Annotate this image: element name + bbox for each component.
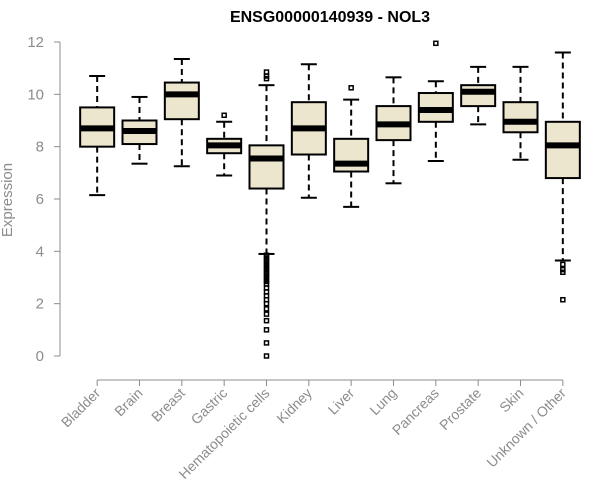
outlier-point xyxy=(263,353,270,359)
y-axis: 0 2 4 6 8 10 12 xyxy=(27,34,61,365)
box-iqr xyxy=(460,84,497,108)
x-tick-label: Skin xyxy=(496,385,527,416)
y-tick-label: 4 xyxy=(36,243,44,260)
x-tick-label: Pancreas xyxy=(389,385,442,438)
outlier-point xyxy=(263,340,270,346)
outlier-point xyxy=(263,306,270,312)
x-tick-label: Bladder xyxy=(58,385,104,431)
box-iqr xyxy=(248,144,285,190)
outlier-point xyxy=(263,327,270,333)
y-tick-label: 8 xyxy=(36,139,44,156)
box-bladder xyxy=(79,75,116,197)
box-kidney xyxy=(290,63,327,199)
box-prostate xyxy=(460,65,497,126)
x-tick-label: Brain xyxy=(111,385,145,419)
box-breast xyxy=(163,58,200,168)
outlier-point xyxy=(348,85,354,91)
box-skin xyxy=(502,65,539,161)
box-hematopoietic-cells xyxy=(248,69,285,359)
outlier-point xyxy=(433,40,439,47)
box-pancreas xyxy=(417,40,454,163)
y-tick-label: 6 xyxy=(36,191,44,208)
outlier-point xyxy=(560,296,566,303)
x-tick-label: Lung xyxy=(366,385,399,418)
y-tick-label: 12 xyxy=(27,34,44,51)
outlier-point xyxy=(560,269,566,276)
outlier-point xyxy=(221,112,227,119)
x-tick-label: Prostate xyxy=(436,385,484,433)
x-tick-label: Kidney xyxy=(273,385,315,427)
x-tick-label: Breast xyxy=(148,385,188,425)
outlier-point xyxy=(263,317,270,324)
box-unknown-other xyxy=(544,51,581,303)
y-tick-label: 0 xyxy=(36,348,44,365)
outlier-point xyxy=(263,300,270,307)
box-iqr xyxy=(163,81,200,121)
outlier-point xyxy=(263,69,270,75)
y-axis-label: Expression xyxy=(0,163,16,237)
x-tick-label: Liver xyxy=(325,385,358,418)
chart-title: ENSG00000140939 - NOL3 xyxy=(230,9,430,26)
box-brain xyxy=(121,95,158,165)
outlier-point xyxy=(263,311,270,317)
box-gastric xyxy=(206,112,243,177)
x-tick-label: Unknown / Other xyxy=(483,385,569,471)
box-liver xyxy=(333,85,370,208)
outlier-point xyxy=(560,261,566,268)
y-tick-label: 2 xyxy=(36,296,44,313)
boxes xyxy=(79,40,581,359)
y-tick-label: 10 xyxy=(27,86,44,103)
box-iqr xyxy=(544,120,581,180)
box-iqr xyxy=(502,101,539,134)
box-lung xyxy=(375,76,412,185)
